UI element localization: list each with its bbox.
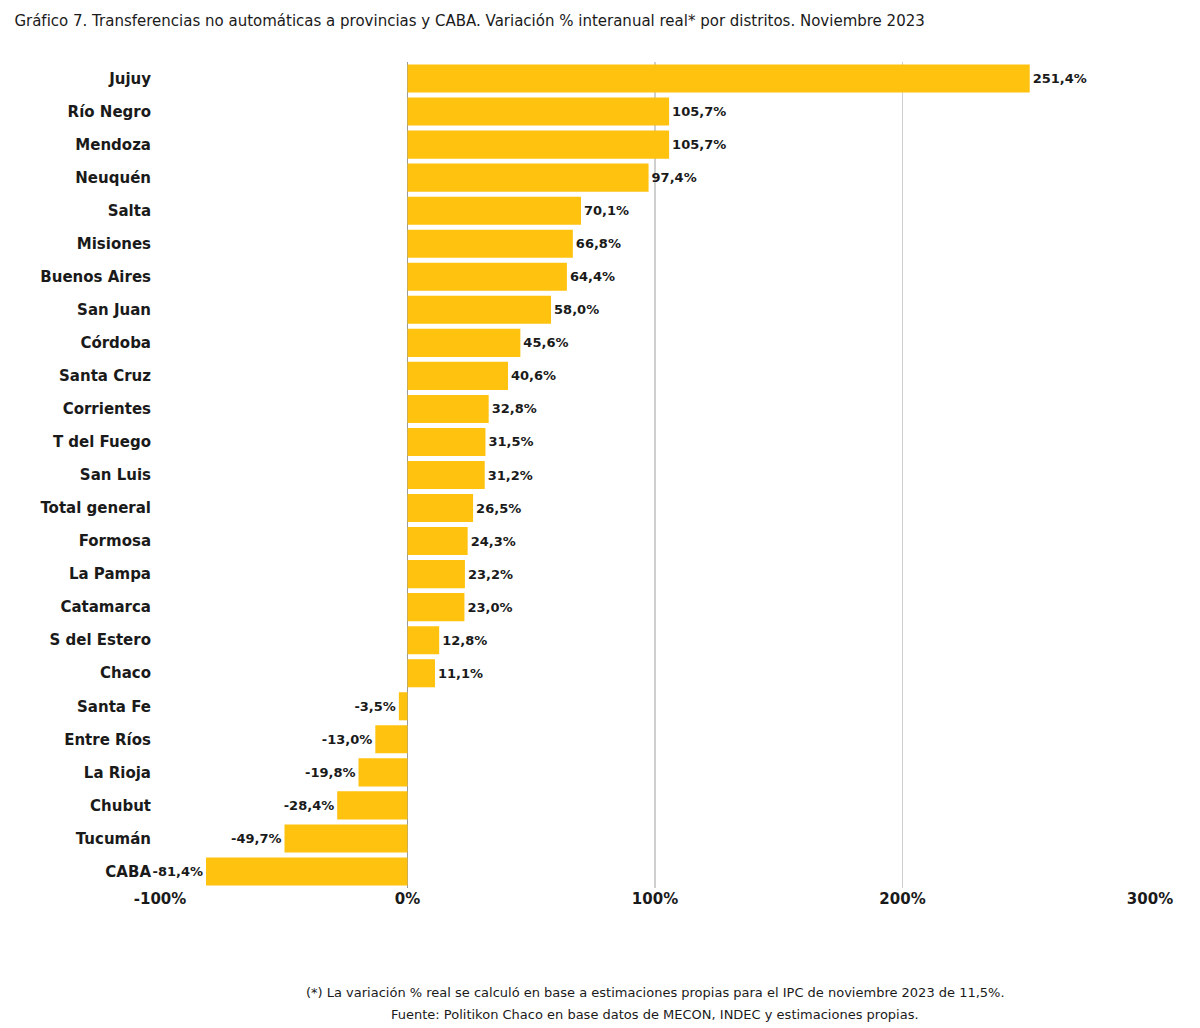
svg-text:Catamarca: Catamarca xyxy=(60,598,151,616)
svg-text:Misiones: Misiones xyxy=(77,235,151,253)
svg-text:97,4%: 97,4% xyxy=(652,170,697,185)
svg-text:Río Negro: Río Negro xyxy=(68,103,151,121)
svg-text:La Pampa: La Pampa xyxy=(69,565,151,583)
svg-text:32,8%: 32,8% xyxy=(492,401,537,416)
svg-text:Total general: Total general xyxy=(40,499,151,517)
svg-text:Mendoza: Mendoza xyxy=(75,136,151,154)
svg-text:26,5%: 26,5% xyxy=(476,501,521,516)
svg-text:300%: 300% xyxy=(1127,890,1173,908)
svg-text:45,6%: 45,6% xyxy=(523,335,568,350)
svg-text:Santa Fe: Santa Fe xyxy=(77,698,151,716)
svg-text:Jujuy: Jujuy xyxy=(108,70,151,88)
svg-text:Salta: Salta xyxy=(108,202,151,220)
svg-text:CABA: CABA xyxy=(105,863,151,881)
svg-text:105,7%: 105,7% xyxy=(672,104,726,119)
svg-text:23,2%: 23,2% xyxy=(468,567,513,582)
svg-text:Chubut: Chubut xyxy=(90,797,151,815)
svg-text:200%: 200% xyxy=(879,890,925,908)
svg-text:23,0%: 23,0% xyxy=(467,600,512,615)
svg-text:(*) La variación % real se cal: (*) La variación % real se calculó en ba… xyxy=(306,985,1005,1000)
svg-text:Córdoba: Córdoba xyxy=(80,334,151,352)
svg-text:-28,4%: -28,4% xyxy=(284,798,335,813)
svg-text:31,2%: 31,2% xyxy=(488,468,533,483)
svg-text:11,1%: 11,1% xyxy=(438,666,483,681)
svg-text:-19,8%: -19,8% xyxy=(305,765,356,780)
svg-text:-13,0%: -13,0% xyxy=(322,732,373,747)
svg-text:La Rioja: La Rioja xyxy=(84,764,151,782)
svg-text:San Juan: San Juan xyxy=(77,301,151,319)
svg-text:Formosa: Formosa xyxy=(79,532,151,550)
svg-text:66,8%: 66,8% xyxy=(576,236,621,251)
svg-text:-81,4%: -81,4% xyxy=(153,864,204,879)
svg-text:Tucumán: Tucumán xyxy=(76,830,151,848)
svg-text:58,0%: 58,0% xyxy=(554,302,599,317)
svg-text:105,7%: 105,7% xyxy=(672,137,726,152)
svg-text:T del Fuego: T del Fuego xyxy=(53,433,151,451)
svg-text:64,4%: 64,4% xyxy=(570,269,615,284)
svg-text:100%: 100% xyxy=(632,890,678,908)
svg-text:Fuente: Politikon Chaco en bas: Fuente: Politikon Chaco en base datos de… xyxy=(391,1007,919,1022)
svg-text:0%: 0% xyxy=(395,890,420,908)
svg-text:San Luis: San Luis xyxy=(80,466,151,484)
svg-text:31,5%: 31,5% xyxy=(488,434,533,449)
svg-text:Buenos Aires: Buenos Aires xyxy=(40,268,151,286)
svg-text:40,6%: 40,6% xyxy=(511,368,556,383)
svg-text:Neuquén: Neuquén xyxy=(75,169,151,187)
svg-text:12,8%: 12,8% xyxy=(442,633,487,648)
svg-text:70,1%: 70,1% xyxy=(584,203,629,218)
svg-text:Gráfico 7. Transferencias no a: Gráfico 7. Transferencias no automáticas… xyxy=(14,12,924,30)
svg-text:Corrientes: Corrientes xyxy=(63,400,151,418)
svg-text:Chaco: Chaco xyxy=(100,664,151,682)
svg-text:Santa Cruz: Santa Cruz xyxy=(59,367,151,385)
svg-text:-49,7%: -49,7% xyxy=(231,831,282,846)
svg-text:-3,5%: -3,5% xyxy=(354,699,395,714)
svg-text:S del Estero: S del Estero xyxy=(49,631,151,649)
svg-text:251,4%: 251,4% xyxy=(1033,71,1087,86)
svg-text:-100%: -100% xyxy=(134,890,187,908)
svg-text:24,3%: 24,3% xyxy=(471,534,516,549)
svg-text:Entre Ríos: Entre Ríos xyxy=(64,731,151,749)
